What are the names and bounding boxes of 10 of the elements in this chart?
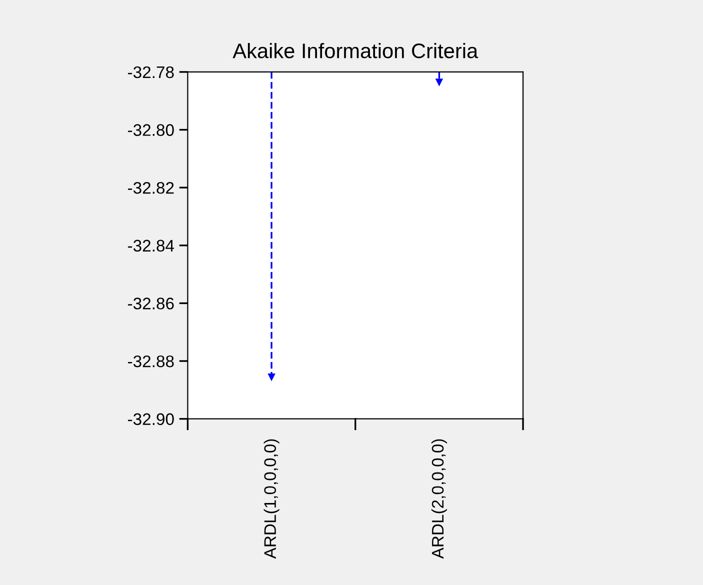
chart-title: Akaike Information Criteria: [232, 42, 478, 58]
x-tick-label: ARDL(2,0,0,0,0): [431, 439, 447, 559]
y-tick-label: -32.84: [128, 240, 174, 252]
y-tick-label: -32.88: [128, 355, 174, 368]
y-tick-label: -32.82: [128, 182, 174, 194]
x-tick-label: ARDL(1,0,0,0,0): [264, 439, 280, 559]
y-tick-label: -32.78: [128, 66, 174, 78]
y-tick-label: -32.90: [128, 413, 174, 426]
y-tick-label: -32.86: [128, 298, 174, 310]
y-tick-label: -32.80: [128, 124, 174, 136]
